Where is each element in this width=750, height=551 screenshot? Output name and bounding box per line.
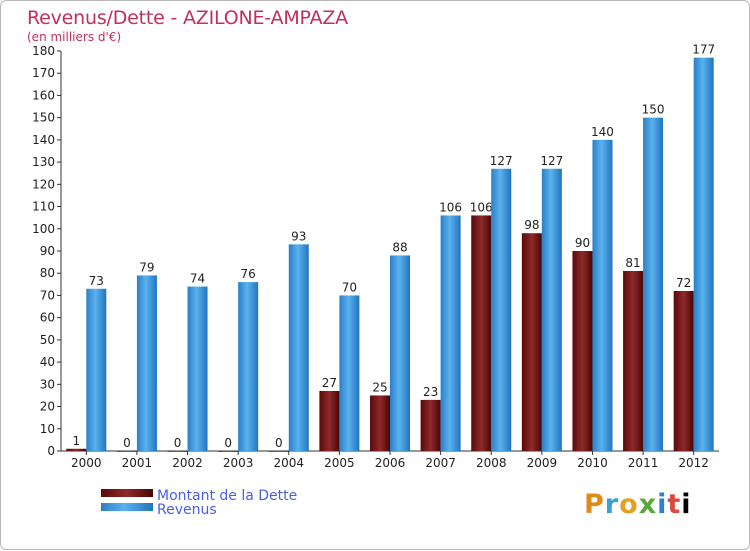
bar-revenue bbox=[440, 215, 461, 451]
y-tick-label: 110 bbox=[32, 200, 55, 214]
y-tick-label: 90 bbox=[40, 244, 55, 258]
y-tick-label: 170 bbox=[32, 66, 55, 80]
data-label-debt: 72 bbox=[676, 276, 691, 290]
data-label-revenue: 140 bbox=[591, 125, 614, 139]
y-tick-label: 50 bbox=[40, 333, 55, 347]
data-label-debt: 106 bbox=[470, 200, 493, 214]
data-label-revenue: 79 bbox=[139, 260, 154, 274]
bar-debt bbox=[623, 271, 644, 451]
bar-debt bbox=[116, 451, 137, 452]
y-tick-label: 160 bbox=[32, 88, 55, 102]
x-tick-label: 2001 bbox=[122, 456, 153, 470]
data-label-debt: 25 bbox=[372, 380, 387, 394]
bar-revenue bbox=[643, 117, 664, 452]
y-tick-label: 0 bbox=[47, 444, 55, 458]
bar-revenue bbox=[693, 57, 714, 452]
data-label-debt: 0 bbox=[174, 436, 182, 450]
x-tick-label: 2005 bbox=[324, 456, 355, 470]
data-label-revenue: 127 bbox=[540, 154, 563, 168]
x-tick-label: 2004 bbox=[273, 456, 304, 470]
y-tick-label: 80 bbox=[40, 266, 55, 280]
data-label-revenue: 150 bbox=[642, 103, 665, 117]
x-tick-label: 2011 bbox=[628, 456, 659, 470]
bar-revenue bbox=[187, 286, 208, 451]
bar-debt bbox=[370, 395, 390, 451]
bar-revenue bbox=[238, 282, 259, 451]
data-label-debt: 0 bbox=[123, 436, 131, 450]
bar-revenue bbox=[86, 288, 107, 451]
y-tick-label: 150 bbox=[32, 111, 55, 125]
x-tick-label: 2000 bbox=[71, 456, 102, 470]
bar-revenue bbox=[541, 168, 562, 451]
bar-revenue bbox=[136, 275, 157, 451]
bar-debt bbox=[268, 451, 289, 452]
bar-revenue bbox=[288, 244, 309, 451]
data-label-debt: 23 bbox=[423, 385, 438, 399]
y-tick-label: 180 bbox=[32, 44, 55, 58]
data-label-debt: 90 bbox=[575, 236, 590, 250]
x-tick-label: 2003 bbox=[223, 456, 254, 470]
y-tick-label: 30 bbox=[40, 377, 55, 391]
y-tick-label: 100 bbox=[32, 222, 55, 236]
y-tick-label: 140 bbox=[32, 133, 55, 147]
bar-revenue bbox=[390, 255, 410, 451]
legend-label-debt: Montant de la Dette bbox=[157, 488, 297, 504]
data-label-revenue: 93 bbox=[291, 229, 306, 243]
y-tick-label: 20 bbox=[40, 400, 55, 414]
data-label-revenue: 74 bbox=[190, 272, 205, 286]
data-label-revenue: 127 bbox=[490, 154, 513, 168]
legend-swatch-debt bbox=[101, 489, 153, 497]
legend-label-revenue: Revenus bbox=[157, 502, 217, 518]
x-tick-label: 2008 bbox=[476, 456, 507, 470]
chart-title: Revenus/Dette - AZILONE-AMPAZA bbox=[27, 7, 348, 29]
x-tick-label: 2006 bbox=[375, 456, 406, 470]
y-tick-label: 10 bbox=[40, 422, 55, 436]
y-tick-label: 40 bbox=[40, 355, 55, 369]
bar-revenue bbox=[491, 168, 512, 451]
data-label-debt: 0 bbox=[224, 436, 232, 450]
chart-subtitle: (en milliers d'€) bbox=[27, 30, 122, 44]
bar-debt bbox=[471, 215, 492, 451]
legend-swatch-revenue bbox=[101, 503, 153, 511]
bar-debt bbox=[167, 451, 188, 452]
bar-debt bbox=[319, 391, 340, 451]
data-label-revenue: 70 bbox=[342, 280, 357, 294]
y-tick-label: 70 bbox=[40, 288, 55, 302]
chart-bars: 1 73 0 79 0 74 0 76 0 93 27 70 25 88 23 106 106 127 98 127 9… bbox=[66, 43, 715, 452]
data-label-debt: 27 bbox=[322, 376, 337, 390]
x-tick-label: 2007 bbox=[425, 456, 456, 470]
y-tick-label: 130 bbox=[32, 155, 55, 169]
bar-debt bbox=[218, 451, 239, 452]
data-label-revenue: 177 bbox=[692, 43, 715, 57]
x-tick-label: 2009 bbox=[527, 456, 558, 470]
proxiti-logo: Proxiti bbox=[584, 489, 692, 520]
y-tick-label: 60 bbox=[40, 311, 55, 325]
x-tick-label: 2010 bbox=[577, 456, 608, 470]
data-label-debt: 0 bbox=[275, 436, 283, 450]
bar-debt bbox=[420, 399, 441, 451]
data-label-revenue: 73 bbox=[89, 274, 104, 288]
data-label-revenue: 106 bbox=[439, 200, 462, 214]
data-label-debt: 81 bbox=[625, 256, 640, 270]
bar-debt bbox=[673, 291, 694, 451]
y-tick-label: 120 bbox=[32, 177, 55, 191]
x-tick-label: 2002 bbox=[172, 456, 203, 470]
x-tick-label: 2012 bbox=[678, 456, 709, 470]
bar-debt bbox=[66, 448, 87, 451]
data-label-debt: 1 bbox=[72, 434, 80, 448]
bar-debt bbox=[572, 251, 593, 451]
data-label-revenue: 76 bbox=[241, 267, 256, 281]
data-label-revenue: 88 bbox=[392, 240, 407, 254]
bar-revenue bbox=[339, 295, 360, 451]
bar-revenue bbox=[592, 139, 613, 451]
bar-debt bbox=[521, 233, 542, 451]
data-label-debt: 98 bbox=[524, 218, 539, 232]
